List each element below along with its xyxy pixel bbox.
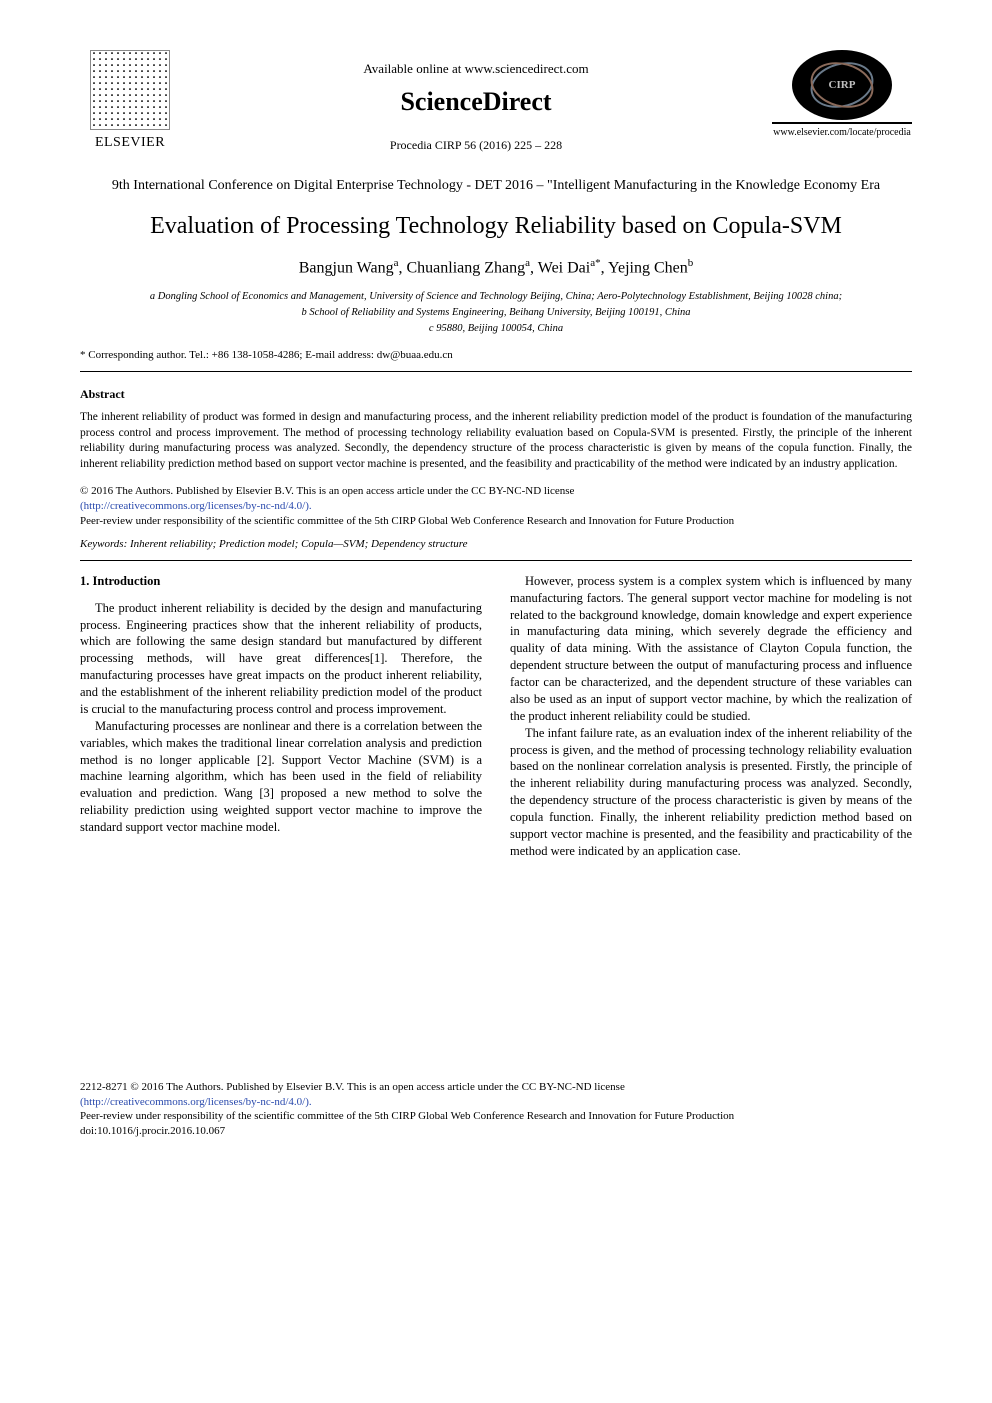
abstract-text: The inherent reliability of product was …	[80, 410, 912, 472]
license-line1: © 2016 The Authors. Published by Elsevie…	[80, 485, 574, 497]
footer-license-link[interactable]: (http://creativecommons.org/licenses/by-…	[80, 1096, 312, 1108]
paper-title: Evaluation of Processing Technology Reli…	[80, 210, 912, 242]
footer-peer-review: Peer-review under responsibility of the …	[80, 1110, 734, 1122]
cirp-logo-text: CIRP	[829, 78, 856, 93]
section-1-p1: The product inherent reliability is deci…	[80, 600, 482, 718]
corresponding-author: * Corresponding author. Tel.: +86 138-10…	[80, 348, 912, 363]
cirp-url: www.elsevier.com/locate/procedia	[772, 126, 912, 140]
abstract-heading: Abstract	[80, 386, 912, 402]
page-header: ELSEVIER Available online at www.science…	[80, 50, 912, 153]
authors-line: Bangjun Wanga, Chuanliang Zhanga, Wei Da…	[80, 256, 912, 279]
peer-review-line: Peer-review under responsibility of the …	[80, 515, 734, 527]
elsevier-tree-icon	[90, 50, 170, 130]
affiliation-b: b School of Reliability and Systems Engi…	[80, 305, 912, 321]
affiliations: a Dongling School of Economics and Manag…	[80, 289, 912, 336]
center-header: Available online at www.sciencedirect.co…	[180, 50, 772, 153]
divider-bottom	[80, 560, 912, 561]
section-1-p3: However, process system is a complex sys…	[510, 573, 912, 725]
page-footer: 2212-8271 © 2016 The Authors. Published …	[80, 1080, 912, 1139]
footer-issn-line: 2212-8271 © 2016 The Authors. Published …	[80, 1081, 625, 1093]
keywords-line: Keywords: Inherent reliability; Predicti…	[80, 537, 912, 552]
available-online-text: Available online at www.sciencedirect.co…	[180, 60, 772, 78]
body-columns: 1. Introduction The product inherent rel…	[80, 573, 912, 860]
license-link[interactable]: (http://creativecommons.org/licenses/by-…	[80, 500, 312, 512]
section-1-p2: Manufacturing processes are nonlinear an…	[80, 718, 482, 836]
section-1-heading: 1. Introduction	[80, 573, 482, 590]
affiliation-a: a Dongling School of Economics and Manag…	[80, 289, 912, 305]
affiliation-c: c 95880, Beijing 100054, China	[80, 321, 912, 337]
sciencedirect-wordmark: ScienceDirect	[180, 84, 772, 119]
cirp-underline	[772, 122, 912, 124]
elsevier-logo-block: ELSEVIER	[80, 50, 180, 153]
elsevier-label: ELSEVIER	[80, 134, 180, 153]
license-block: © 2016 The Authors. Published by Elsevie…	[80, 484, 912, 529]
procedia-citation: Procedia CIRP 56 (2016) 225 – 228	[180, 137, 772, 153]
section-1-p4: The infant failure rate, as an evaluatio…	[510, 725, 912, 860]
cirp-logo-block: CIRP www.elsevier.com/locate/procedia	[772, 50, 912, 140]
footer-doi: doi:10.1016/j.procir.2016.10.067	[80, 1125, 225, 1137]
cirp-logo-icon: CIRP	[792, 50, 892, 120]
divider-top	[80, 371, 912, 372]
conference-title: 9th International Conference on Digital …	[80, 177, 912, 196]
